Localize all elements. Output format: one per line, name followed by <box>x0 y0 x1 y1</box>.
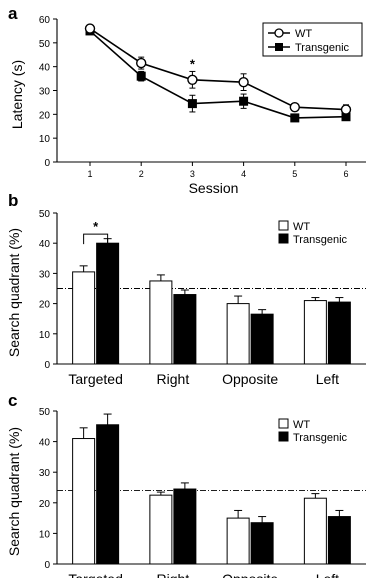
x-tick-label: 4 <box>241 169 246 179</box>
bar-transgenic <box>250 313 274 365</box>
bar-transgenic <box>173 294 197 365</box>
x-tick-label: Left <box>316 371 339 387</box>
bar-wt <box>303 497 327 565</box>
bar-transgenic <box>327 301 351 365</box>
legend-swatch-wt <box>278 220 289 231</box>
legend-label: WT <box>295 28 312 40</box>
bar-wt <box>149 494 173 565</box>
bar-wt <box>149 280 173 365</box>
y-tick-label: 10 <box>39 529 51 540</box>
data-point-transgenic <box>136 71 146 81</box>
y-tick-label: 10 <box>39 134 51 145</box>
x-tick-label: Right <box>157 371 190 387</box>
panel-label: a <box>8 4 18 23</box>
series-line-transgenic <box>89 30 347 119</box>
data-point-transgenic <box>341 112 351 122</box>
x-tick-label: 6 <box>343 169 348 179</box>
bar-transgenic <box>327 516 351 565</box>
panel-label: b <box>8 191 18 210</box>
x-tick-label: Targeted <box>68 371 122 387</box>
panel-label: c <box>8 391 17 410</box>
y-tick-label: 10 <box>39 330 51 341</box>
y-tick-label: 0 <box>44 158 50 169</box>
data-point-wt <box>135 57 147 69</box>
data-point-transgenic <box>239 96 249 106</box>
x-tick-label: Targeted <box>68 571 122 578</box>
data-point-wt <box>289 101 300 113</box>
y-tick-label: 30 <box>39 468 51 479</box>
y-tick-label: 60 <box>39 15 51 26</box>
legend-label: Transgenic <box>293 234 348 246</box>
panel-c: c 0 10 20 30 40 50 Search quadrant (%) Targeted R… <box>6 391 366 578</box>
significance-star: * <box>93 219 99 234</box>
bar-transgenic <box>173 488 197 565</box>
legend-label: Transgenic <box>293 432 348 444</box>
y-axis-label: Latency (s) <box>9 60 25 129</box>
legend-label: Transgenic <box>295 42 350 54</box>
bar-wt <box>226 517 250 565</box>
x-tick-label: 3 <box>190 169 195 179</box>
y-axis-label: Search quadrant (%) <box>6 228 22 357</box>
bar-wt <box>303 300 327 365</box>
y-tick-label: 50 <box>39 39 51 50</box>
x-tick-label: Right <box>157 571 190 578</box>
bar-wt <box>226 303 250 365</box>
bar-transgenic <box>96 424 120 565</box>
y-tick-label: 0 <box>44 560 50 571</box>
x-tick-label: Left <box>316 571 339 578</box>
data-point-wt <box>84 23 96 34</box>
y-tick-label: 40 <box>39 63 51 74</box>
bar-wt <box>72 271 96 365</box>
y-tick-label: 50 <box>39 209 51 220</box>
legend-swatch-wt <box>278 418 289 429</box>
panel-b: b 0 10 20 30 40 50 Search quadrant (%) Targeted R… <box>6 191 366 387</box>
y-tick-label: 20 <box>39 499 51 510</box>
x-tick-label: 1 <box>87 169 92 179</box>
legend-marker-wt <box>274 28 284 38</box>
data-point-transgenic <box>187 99 197 109</box>
y-tick-label: 20 <box>39 110 51 121</box>
y-tick-label: 30 <box>39 269 51 280</box>
significance-star: * <box>190 56 196 71</box>
legend-swatch-transgenic <box>278 233 289 244</box>
panel-a: a 0 10 20 30 40 50 60 Latency (s) 1 2 3 4 5 6 Session * W… <box>8 4 366 196</box>
data-point-wt <box>187 74 198 85</box>
y-tick-label: 30 <box>39 87 51 98</box>
data-point-wt <box>238 76 249 88</box>
y-tick-label: 50 <box>39 407 51 418</box>
legend-label: WT <box>293 419 310 431</box>
y-tick-label: 0 <box>44 360 50 371</box>
x-tick-label: 2 <box>139 169 144 179</box>
legend-marker-transgenic <box>275 43 283 51</box>
legend-swatch-transgenic <box>278 431 289 442</box>
y-tick-label: 20 <box>39 300 51 311</box>
x-tick-label: Opposite <box>222 371 278 387</box>
y-tick-label: 40 <box>39 438 51 449</box>
significance-bracket <box>83 233 109 245</box>
bar-wt <box>72 438 96 565</box>
y-tick-label: 40 <box>39 239 51 250</box>
y-axis-label: Search quadrant (%) <box>6 427 22 556</box>
series-line-wt <box>89 27 347 111</box>
bar-transgenic <box>96 242 120 365</box>
legend-label: WT <box>293 221 310 233</box>
x-tick-label: 5 <box>292 169 297 179</box>
data-point-transgenic <box>290 113 300 123</box>
bar-transgenic <box>250 522 274 565</box>
x-axis-label: Session <box>189 180 239 196</box>
x-tick-label: Opposite <box>222 571 278 578</box>
data-point-wt <box>340 104 352 115</box>
